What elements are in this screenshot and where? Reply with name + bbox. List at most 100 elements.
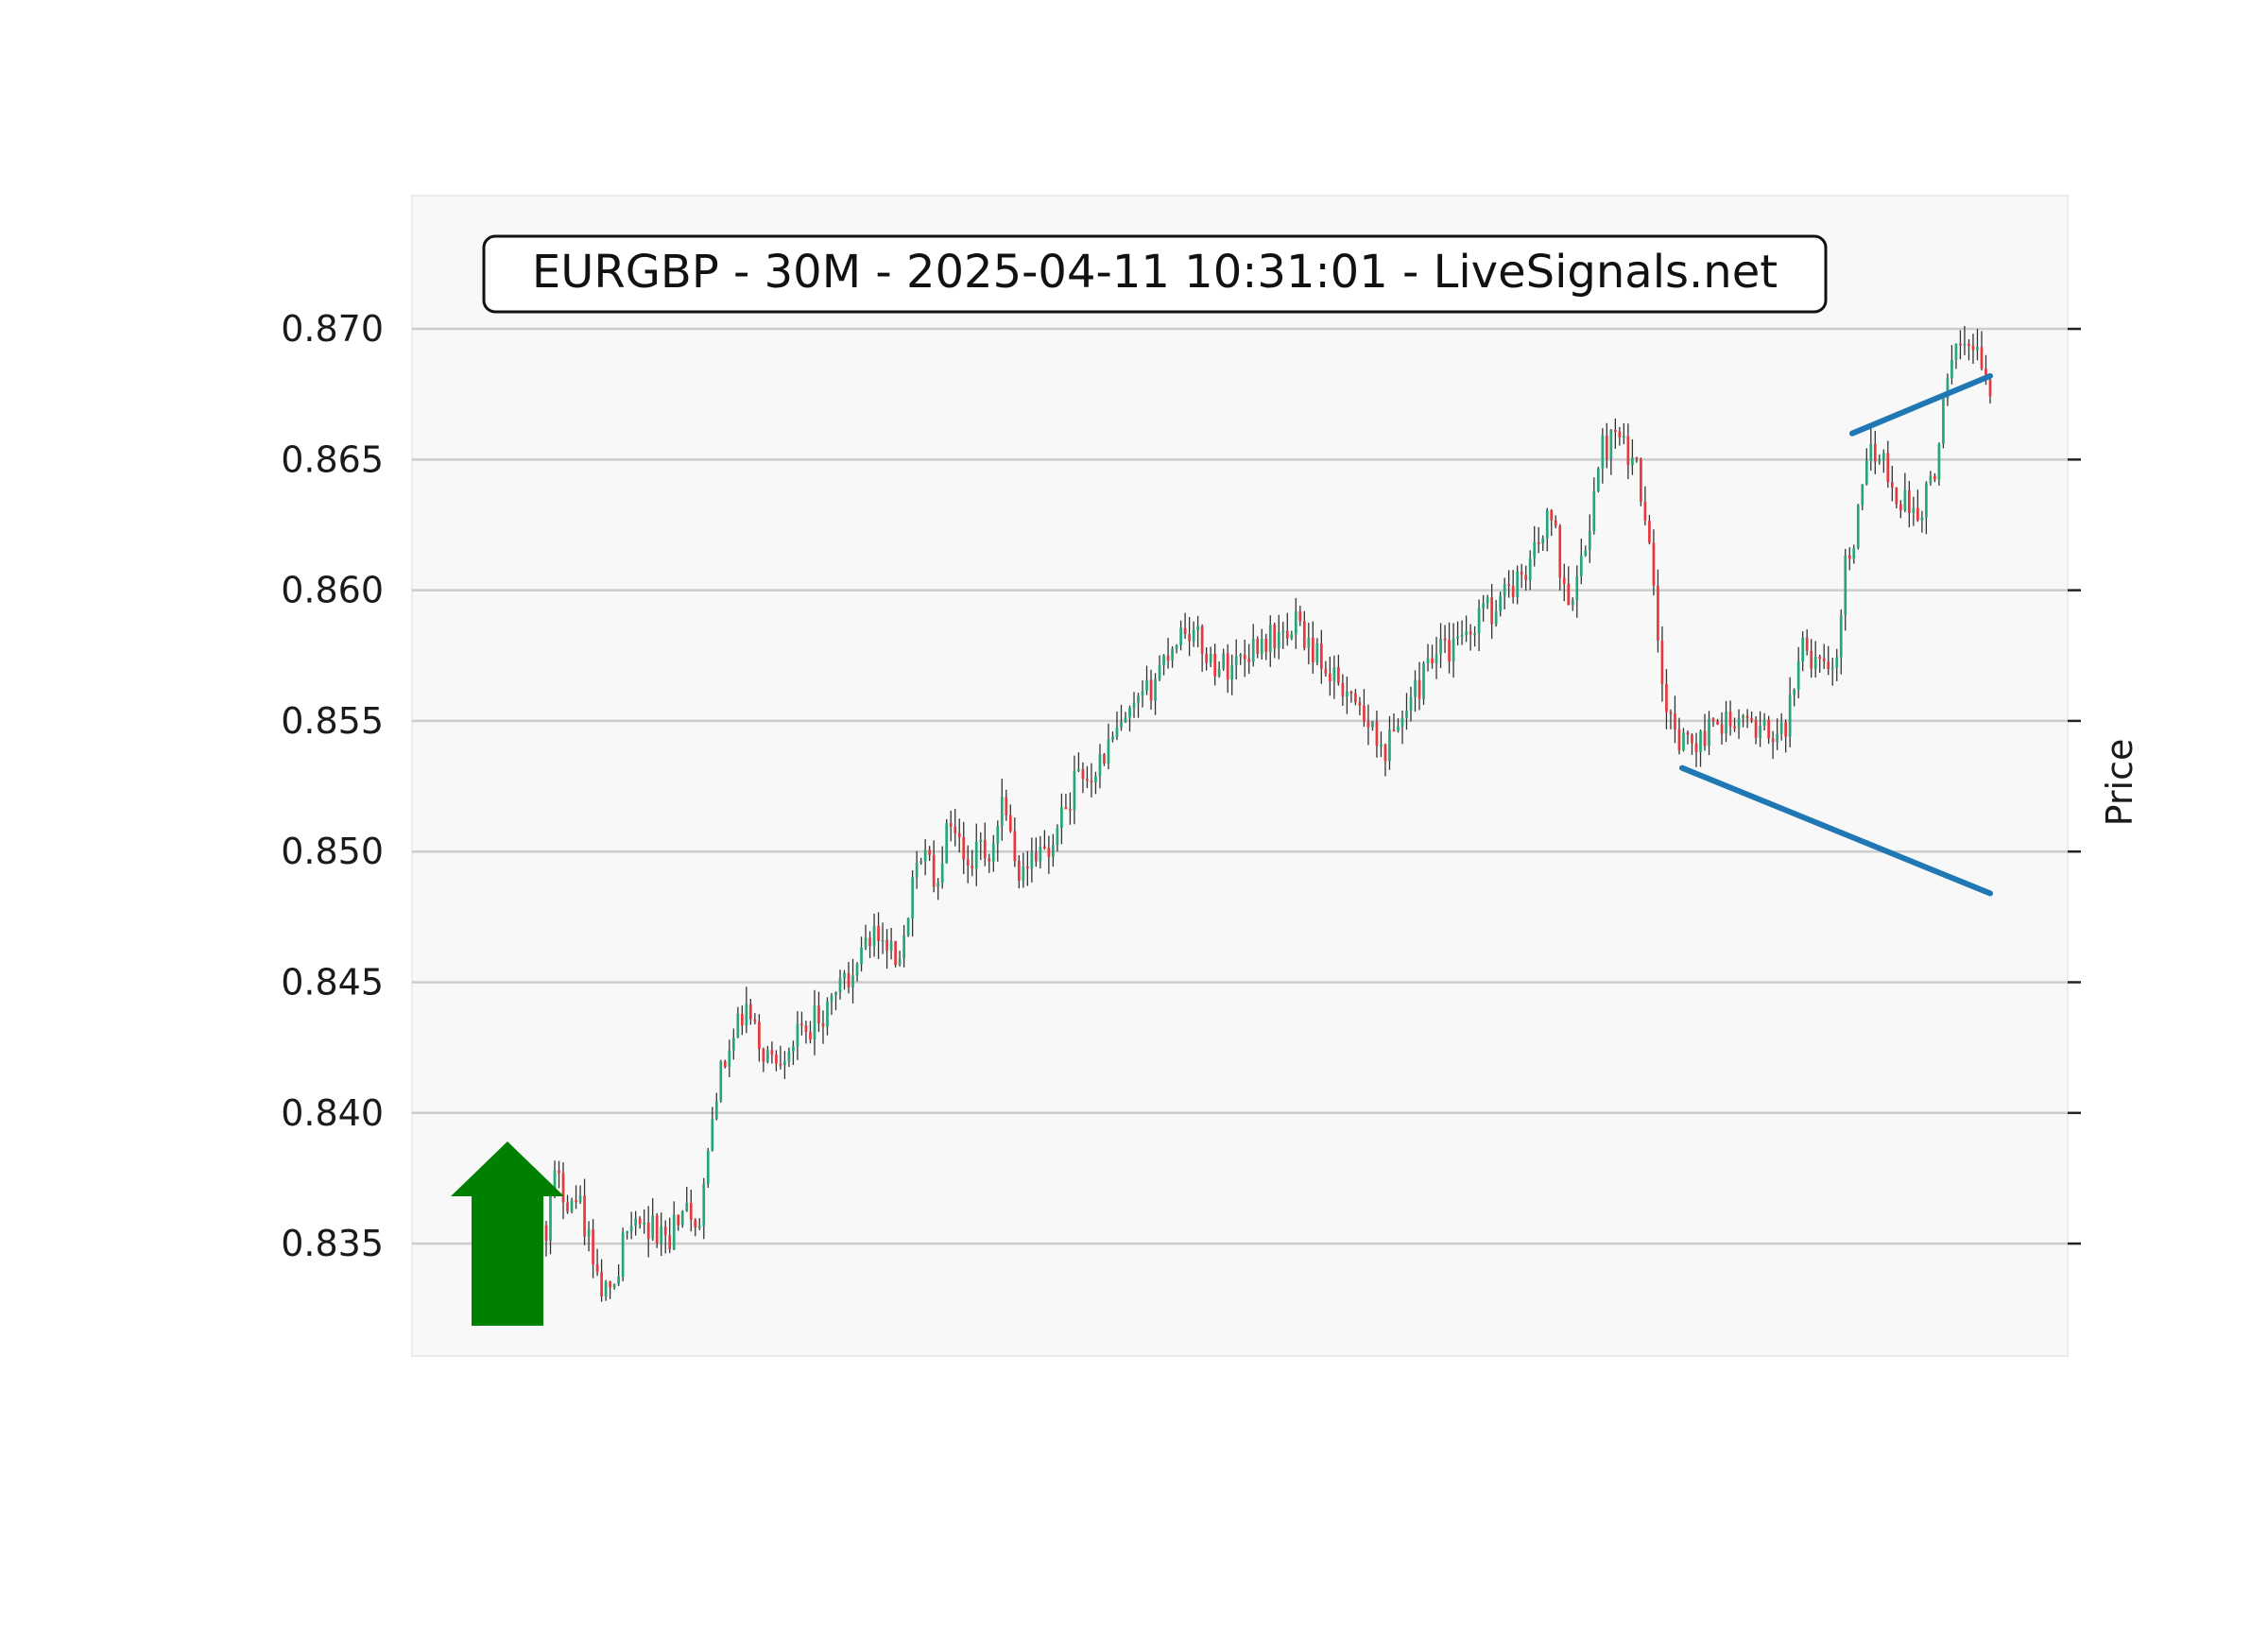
candle bbox=[1098, 744, 1102, 789]
candle-body bbox=[1788, 695, 1792, 737]
candle bbox=[1200, 624, 1204, 672]
candle bbox=[1111, 731, 1114, 743]
candle bbox=[1103, 753, 1106, 766]
candle-body bbox=[1984, 369, 1987, 380]
candle bbox=[1124, 712, 1127, 724]
candle bbox=[1742, 713, 1744, 728]
candle bbox=[1674, 695, 1676, 744]
candle-body bbox=[988, 858, 991, 862]
candle-body bbox=[1605, 436, 1608, 459]
candle bbox=[1435, 637, 1438, 679]
candle-body bbox=[945, 823, 949, 864]
candle-body bbox=[612, 1283, 616, 1288]
candle bbox=[928, 846, 932, 862]
candle-body bbox=[626, 1231, 628, 1234]
candle bbox=[1329, 656, 1332, 696]
candle-body bbox=[1115, 727, 1119, 737]
candle bbox=[1626, 423, 1630, 479]
candle-body bbox=[1426, 658, 1430, 664]
candle-body bbox=[706, 1150, 710, 1184]
candle-body bbox=[1268, 625, 1272, 652]
candle bbox=[1929, 471, 1933, 486]
candle bbox=[775, 1050, 778, 1072]
candle bbox=[1745, 709, 1749, 729]
candle-body bbox=[1465, 631, 1468, 635]
candle bbox=[1465, 615, 1468, 643]
candle-body bbox=[1017, 861, 1021, 882]
candle bbox=[1873, 430, 1877, 474]
candle bbox=[800, 1011, 803, 1036]
candle bbox=[1346, 677, 1349, 714]
candle-body bbox=[1856, 505, 1860, 548]
candle-body bbox=[1971, 345, 1975, 351]
candle bbox=[1162, 654, 1165, 676]
candle-body bbox=[1196, 626, 1199, 630]
candle bbox=[1290, 630, 1294, 641]
candle-body bbox=[838, 978, 842, 992]
candle bbox=[1375, 711, 1379, 758]
candle bbox=[1976, 328, 1979, 361]
candle-body bbox=[1222, 653, 1226, 669]
candle bbox=[1737, 709, 1741, 739]
candle bbox=[1801, 631, 1805, 672]
candle-body bbox=[1414, 679, 1417, 697]
candle bbox=[1183, 612, 1187, 640]
candle-body bbox=[1243, 654, 1246, 660]
candle bbox=[609, 1280, 611, 1299]
y-tick-label: 0.840 bbox=[281, 1092, 384, 1134]
candle-body bbox=[1827, 661, 1830, 670]
candle-body bbox=[783, 1061, 786, 1066]
candle-body bbox=[1674, 713, 1676, 729]
candle-body bbox=[1443, 638, 1447, 641]
candle bbox=[1307, 622, 1311, 665]
candle bbox=[1623, 422, 1625, 445]
candle-body bbox=[1805, 637, 1809, 651]
candle bbox=[1397, 718, 1400, 733]
candle-body bbox=[1358, 701, 1362, 706]
candle-body bbox=[1422, 663, 1425, 699]
candle bbox=[651, 1198, 655, 1242]
candle-body bbox=[1456, 636, 1459, 639]
candle bbox=[1537, 526, 1540, 554]
candle-body bbox=[1366, 721, 1370, 728]
y-tick-label: 0.855 bbox=[281, 700, 384, 742]
y-tick-label: 0.845 bbox=[281, 961, 384, 1003]
candle bbox=[1899, 500, 1902, 519]
candle bbox=[1294, 597, 1297, 649]
candle bbox=[1533, 525, 1537, 567]
candle-body bbox=[1959, 343, 1962, 346]
candle-body bbox=[1294, 610, 1297, 635]
candle bbox=[1371, 720, 1374, 731]
candle-body bbox=[804, 1025, 808, 1033]
candle-body bbox=[1217, 668, 1221, 677]
candlestick-series bbox=[544, 325, 1992, 1302]
candle bbox=[915, 850, 919, 889]
candle bbox=[949, 810, 953, 842]
candle-body bbox=[770, 1050, 774, 1055]
candle bbox=[1835, 648, 1839, 681]
candle bbox=[1243, 640, 1246, 678]
candle-body bbox=[1852, 547, 1856, 559]
candle-body bbox=[1533, 541, 1537, 558]
candle-body bbox=[1103, 754, 1106, 764]
candle bbox=[826, 997, 829, 1036]
candle-body bbox=[758, 1021, 761, 1049]
candle-body bbox=[1400, 717, 1404, 727]
candle bbox=[971, 849, 974, 877]
candle-body bbox=[1682, 732, 1685, 751]
candle bbox=[1554, 515, 1557, 529]
candle bbox=[919, 857, 923, 866]
candle-body bbox=[1507, 584, 1511, 587]
candle-body bbox=[966, 859, 970, 866]
candle bbox=[1827, 645, 1830, 676]
candle-body bbox=[1302, 621, 1306, 648]
candle bbox=[996, 820, 1000, 862]
candle bbox=[1341, 674, 1345, 706]
signal-arrow bbox=[451, 1141, 564, 1326]
candle-body bbox=[1329, 673, 1332, 682]
candle-body bbox=[864, 937, 868, 948]
candle bbox=[1039, 835, 1042, 869]
chart-title-frame bbox=[482, 234, 1828, 314]
candle bbox=[1005, 789, 1008, 821]
candle bbox=[1643, 486, 1647, 526]
